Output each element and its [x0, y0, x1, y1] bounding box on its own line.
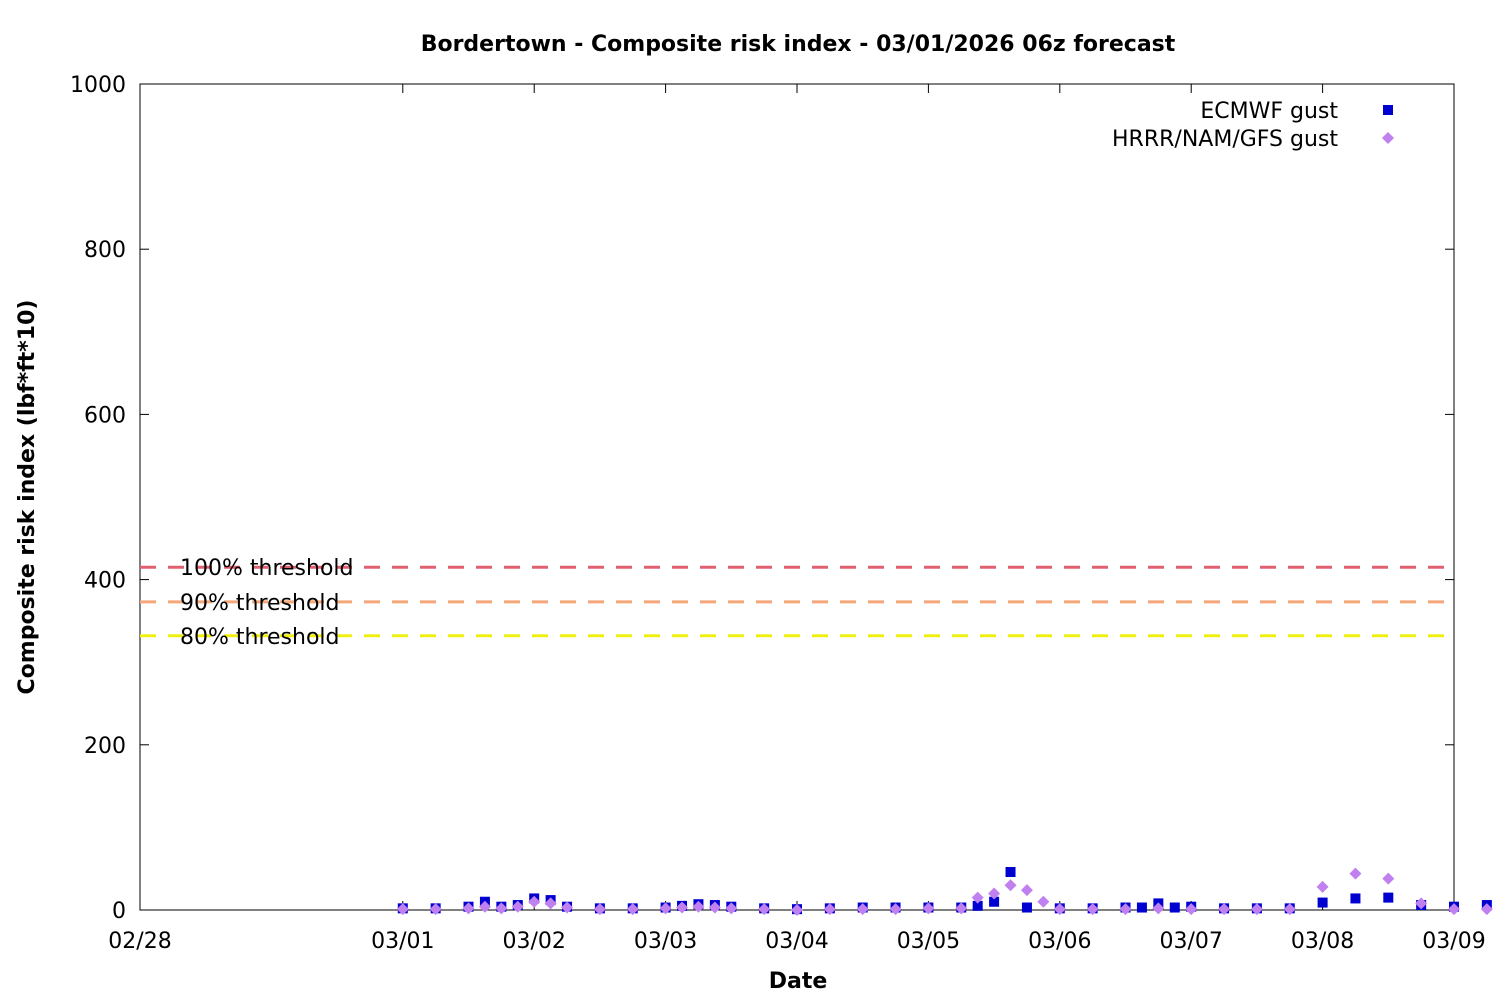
chart-title: Bordertown - Composite risk index - 03/0…	[421, 32, 1176, 57]
data-point-hrrr	[692, 900, 705, 913]
y-tick-label: 0	[112, 899, 126, 924]
data-point-ecmwf	[989, 896, 1000, 907]
x-tick-label: 03/08	[1291, 929, 1354, 954]
data-point-hrrr	[1004, 879, 1017, 892]
x-tick-label: 03/05	[897, 929, 960, 954]
x-axis-label: Date	[769, 969, 828, 994]
y-tick-label: 400	[84, 569, 126, 594]
data-point-hrrr	[971, 891, 984, 904]
data-point-ecmwf	[1021, 902, 1032, 913]
legend-marker-square	[1383, 105, 1393, 115]
x-tick-label: 03/04	[765, 929, 828, 954]
x-tick-label: 03/07	[1159, 929, 1222, 954]
y-tick-label: 600	[84, 403, 126, 428]
data-point-hrrr	[725, 902, 738, 915]
data-point-hrrr	[462, 902, 475, 915]
data-point-hrrr	[758, 903, 771, 916]
data-point-hrrr	[1037, 895, 1050, 908]
threshold-label: 80% threshold	[180, 625, 340, 650]
data-point-hrrr	[1382, 872, 1395, 885]
y-axis-label: Composite risk index (lbf*ft*10)	[15, 300, 40, 695]
data-point-hrrr	[922, 902, 935, 915]
data-point-hrrr	[856, 903, 869, 916]
data-point-hrrr	[988, 887, 1001, 900]
threshold-label: 90% threshold	[180, 591, 340, 616]
legend-entry-label: ECMWF gust	[1200, 99, 1338, 124]
data-point-hrrr	[511, 900, 524, 913]
data-point-hrrr	[889, 903, 902, 916]
data-point-ecmwf	[1005, 867, 1016, 878]
data-point-hrrr	[1185, 903, 1198, 916]
data-point-hrrr	[396, 903, 409, 916]
data-point-ecmwf	[1317, 897, 1328, 908]
data-point-hrrr	[676, 901, 689, 914]
data-point-hrrr	[544, 897, 557, 910]
data-point-hrrr	[1218, 903, 1231, 916]
data-point-ecmwf	[972, 900, 983, 911]
data-point-hrrr	[1086, 903, 1099, 916]
data-point-hrrr	[1349, 867, 1362, 880]
threshold-label: 100% threshold	[180, 556, 354, 581]
data-point-hrrr	[823, 903, 836, 916]
x-tick-label: 02/28	[108, 929, 171, 954]
legend-entry-label: HRRR/NAM/GFS gust	[1112, 127, 1338, 152]
x-tick-label: 03/03	[634, 929, 697, 954]
data-point-hrrr	[1020, 884, 1033, 897]
y-tick-label: 200	[84, 734, 126, 759]
data-point-hrrr	[791, 904, 803, 916]
data-point-hrrr	[1250, 903, 1263, 916]
data-point-hrrr	[1415, 897, 1428, 910]
data-point-hrrr	[955, 902, 968, 915]
data-point-hrrr	[528, 895, 541, 908]
plot-frame	[139, 83, 1455, 911]
y-tick-label: 1000	[70, 73, 126, 98]
data-point-hrrr	[659, 902, 672, 915]
legend-marker-diamond	[1382, 132, 1394, 144]
data-point-hrrr	[429, 903, 442, 916]
series-1	[396, 867, 1493, 916]
data-point-hrrr	[593, 903, 606, 916]
plot-area: 0 200 400 600 800 1000 02/28 03/01 03/02 03/03 03/…	[70, 73, 1493, 954]
data-point-hrrr	[1448, 903, 1460, 916]
data-point-ecmwf	[1169, 902, 1180, 913]
data-point-hrrr	[478, 900, 491, 913]
data-point-hrrr	[1152, 902, 1165, 915]
y-tick-label: 800	[84, 238, 126, 263]
data-point-hrrr	[1053, 903, 1066, 916]
data-point-hrrr	[708, 901, 721, 914]
x-tick-label: 03/01	[371, 929, 434, 954]
data-point-hrrr	[561, 901, 574, 914]
data-point-hrrr	[1316, 880, 1329, 893]
data-point-hrrr	[495, 902, 508, 915]
data-point-hrrr	[626, 903, 639, 916]
data-point-ecmwf	[1383, 892, 1394, 903]
x-tick-label: 03/06	[1028, 929, 1091, 954]
data-point-ecmwf	[1350, 893, 1361, 904]
x-tick-label: 03/02	[502, 929, 565, 954]
data-point-hrrr	[1480, 903, 1493, 916]
data-point-hrrr	[1119, 903, 1132, 916]
data-point-hrrr	[1283, 903, 1296, 916]
x-tick-label: 03/09	[1422, 929, 1485, 954]
data-point-ecmwf	[1136, 902, 1147, 913]
